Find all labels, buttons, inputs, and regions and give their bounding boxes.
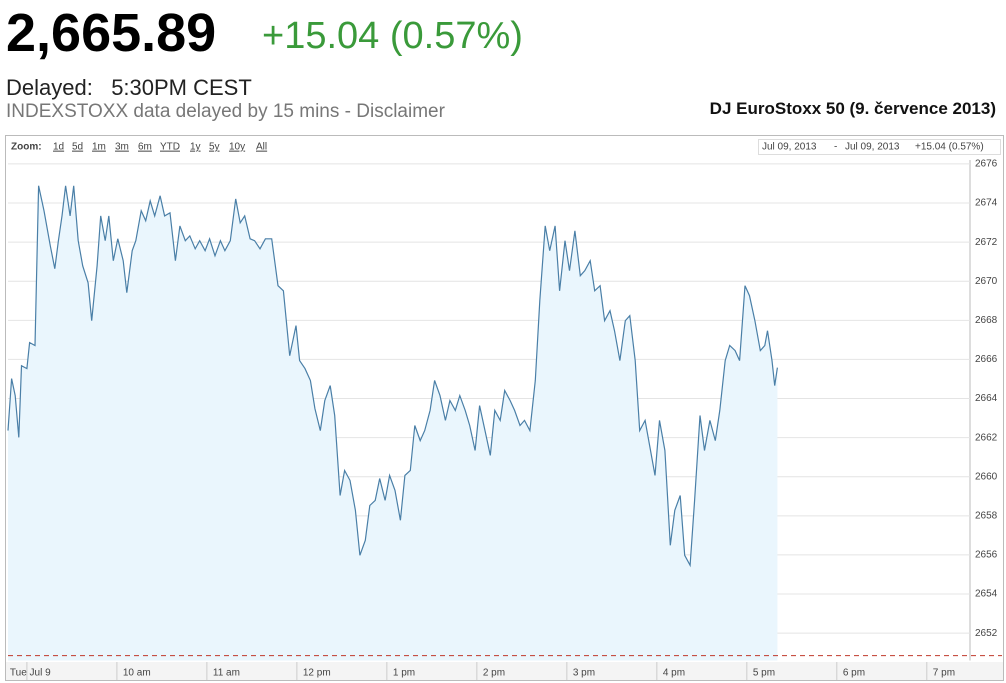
y-tick-label: 2668 [975,315,998,326]
y-tick-label: 2664 [975,393,998,404]
x-tick-label: 1 pm [393,668,415,679]
x-tick-label: 2 pm [483,668,505,679]
x-axis-band [6,662,1003,680]
range-box [758,139,1001,155]
y-tick-label: 2670 [975,276,998,287]
x-tick-label: 10 am [123,668,151,679]
zoom-option[interactable]: 1m [92,142,106,153]
x-tick-label: 11 am [213,668,240,679]
y-tick-label: 2656 [975,550,998,561]
y-tick-label: 2674 [975,198,998,209]
zoom-option[interactable]: 1y [190,142,201,153]
range-end: Jul 09, 2013 [845,142,900,153]
zoom-option[interactable]: 1d [53,142,64,153]
zoom-option[interactable]: 5y [209,142,220,153]
range-start: Jul 09, 2013 [762,142,817,153]
x-tick-label: 12 pm [303,668,331,679]
price-line [7,185,778,568]
x-tick-label: 4 pm [663,668,685,679]
y-tick-label: 2676 [975,159,998,170]
delayed-label: Delayed: [6,75,93,100]
x-tick-label: 6 pm [843,668,865,679]
x-tick-label: 3 pm [573,668,595,679]
area [8,185,778,661]
x-tick-label: Tue Jul 9 [10,668,51,679]
range-separator: - [834,142,837,153]
y-tick-label: 2660 [975,471,998,482]
price-change: +15.04 (0.57%) [262,15,523,57]
y-tick-label: 2672 [975,237,998,248]
zoom-option[interactable]: All [256,142,267,153]
zoom-option[interactable]: 3m [115,142,129,153]
y-tick-label: 2662 [975,432,998,443]
range-change: +15.04 (0.57%) [915,142,984,153]
y-tick-label: 2654 [975,589,998,600]
price: 2,665.89 [6,3,217,63]
y-tick-label: 2666 [975,354,998,365]
zoom-option[interactable]: YTD [160,142,180,153]
x-tick-label: 5 pm [753,668,775,679]
delayed-time: 5:30PM CEST [111,75,252,100]
zoom-label: Zoom: [11,142,42,153]
zoom-option[interactable]: 10y [229,142,245,153]
disclaimer[interactable]: INDEXSTOXX data delayed by 15 mins - Dis… [6,101,445,122]
chart-title: DJ EuroStoxx 50 (9. července 2013) [709,99,996,118]
x-tick-label: 7 pm [933,668,955,679]
y-tick-label: 2652 [975,628,998,639]
y-tick-label: 2658 [975,510,998,521]
zoom-option[interactable]: 5d [72,142,83,153]
zoom-option[interactable]: 6m [138,142,152,153]
delayed-info: Delayed: 5:30PM CEST [6,75,252,101]
